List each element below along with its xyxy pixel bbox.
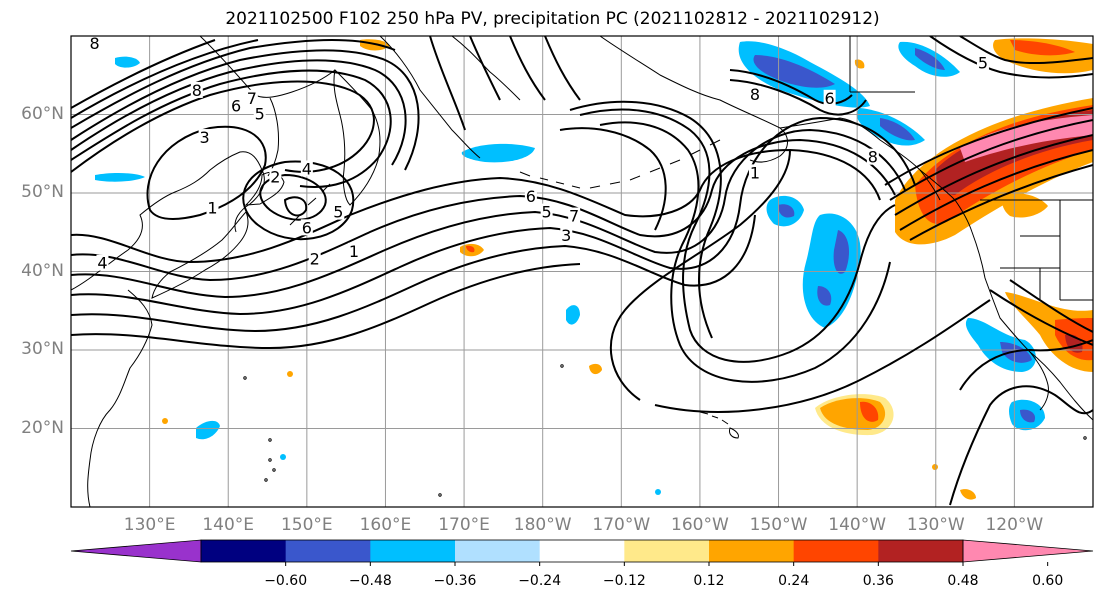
- colorbar-tick-label: 0.60: [1032, 573, 1064, 589]
- colorbar-tick-label: −0.12: [602, 573, 646, 589]
- contour-label-bg: [540, 203, 553, 220]
- colorbar-frame: [200, 539, 964, 563]
- contour-label: 8: [868, 148, 878, 167]
- contour-label: 6: [825, 89, 835, 108]
- longitude-label: 160°E: [359, 515, 412, 535]
- contour-label: 4: [97, 254, 107, 273]
- contour-label: 1: [750, 163, 760, 182]
- colorbar-tick-label: 0.24: [778, 573, 810, 589]
- longitude-label: 140°W: [828, 515, 887, 535]
- contour-label-bg: [748, 164, 761, 181]
- colorbar-tick-label: −0.24: [518, 573, 562, 589]
- precip-negative-streak: [802, 213, 861, 328]
- colorbar-tick-label: 0.12: [693, 573, 725, 589]
- contour-label: 2: [270, 167, 280, 186]
- longitude-label: 150°E: [280, 515, 333, 535]
- contour-label: 6: [231, 97, 241, 116]
- contour-label: 5: [333, 203, 343, 222]
- colorbar-segment: [539, 540, 625, 562]
- colorbar: [70, 539, 1094, 566]
- contour-label-bg: [300, 219, 313, 236]
- contour-label-bg: [560, 227, 573, 244]
- contour-label-bg: [253, 105, 266, 122]
- contour-label-bg: [190, 81, 203, 98]
- longitude-label: 140°E: [202, 515, 255, 535]
- colorbar-tick-label: −0.48: [348, 573, 392, 589]
- contour-label: 6: [526, 187, 536, 206]
- contour-label: 1: [349, 242, 359, 261]
- longitude-label: 170°E: [438, 515, 490, 535]
- contour-label: 7: [569, 207, 579, 226]
- map-frame: [70, 35, 1094, 508]
- graticule: [71, 36, 1093, 507]
- contour-label-bg: [568, 207, 581, 224]
- contour-label-bg: [245, 89, 258, 106]
- contour-label-bg: [524, 187, 537, 204]
- contour-label: 8: [89, 34, 99, 53]
- contour-label-bg: [96, 254, 109, 271]
- contour-label-bg: [230, 97, 243, 114]
- contour-label-bg: [88, 36, 101, 51]
- contour-label: 5: [255, 105, 265, 124]
- longitude-label: 160°W: [671, 515, 729, 535]
- latitude-label: 40°N: [21, 260, 64, 281]
- contour-label-bg: [332, 203, 345, 220]
- colorbar-segment: [455, 540, 541, 562]
- colorbar-segment: [285, 540, 371, 562]
- contour-label: 1: [207, 199, 217, 218]
- longitude-label: 180°W: [513, 515, 572, 535]
- colorbar-tick-label: −0.36: [433, 573, 477, 589]
- contour-label-bg: [866, 148, 879, 165]
- contour-label-bg: [206, 199, 219, 216]
- colorbar-segment: [624, 540, 710, 562]
- contour-label: 4: [302, 159, 312, 178]
- colorbar-tick-label: 0.36: [862, 573, 894, 589]
- contour-label: 2: [310, 250, 320, 269]
- longitude-label: 170°W: [592, 515, 651, 535]
- longitude-label: 130°W: [906, 515, 965, 535]
- colorbar-extend-min: [70, 539, 202, 563]
- contour-label: 8: [750, 85, 760, 104]
- contour-label-bg: [348, 242, 361, 259]
- contour-label: 5: [978, 53, 988, 72]
- plot-title: 2021102500 F102 250 hPa PV, precipitatio…: [225, 9, 880, 29]
- contour-label: 5: [542, 203, 552, 222]
- colorbar-tick-label: −0.60: [264, 573, 308, 589]
- contour-label: 8: [192, 81, 202, 100]
- colorbar-segment: [878, 540, 964, 562]
- colorbar-segment: [709, 540, 795, 562]
- latitude-label: 60°N: [21, 103, 64, 124]
- colorbar-extend-max: [962, 539, 1094, 563]
- contour-label: 3: [561, 226, 571, 245]
- longitude-label: 120°W: [985, 515, 1044, 535]
- contour-label-bg: [976, 54, 989, 71]
- contour-label-bg: [300, 160, 313, 177]
- contour-label-bg: [308, 250, 321, 267]
- colorbar-segment: [793, 540, 879, 562]
- longitude-label: 130°E: [123, 515, 176, 535]
- precipitation-shading: [95, 38, 1093, 500]
- colorbar-tick-label: 0.48: [947, 573, 979, 589]
- contour-label: 6: [302, 218, 312, 237]
- colorbar-segment: [201, 540, 287, 562]
- pv-contours: [71, 36, 1093, 506]
- latitude-label: 30°N: [21, 339, 64, 359]
- contour-label-bg: [823, 89, 836, 106]
- longitude-label: 150°W: [749, 515, 808, 535]
- contour-label-bg: [269, 168, 282, 185]
- contour-label-bg: [748, 85, 761, 102]
- contour-label: 7: [247, 89, 257, 108]
- contour-label-bg: [198, 129, 211, 146]
- colorbar-segment: [370, 540, 456, 562]
- contour-label: 3: [200, 128, 210, 147]
- latitude-label: 50°N: [21, 182, 64, 202]
- latitude-label: 20°N: [21, 417, 64, 438]
